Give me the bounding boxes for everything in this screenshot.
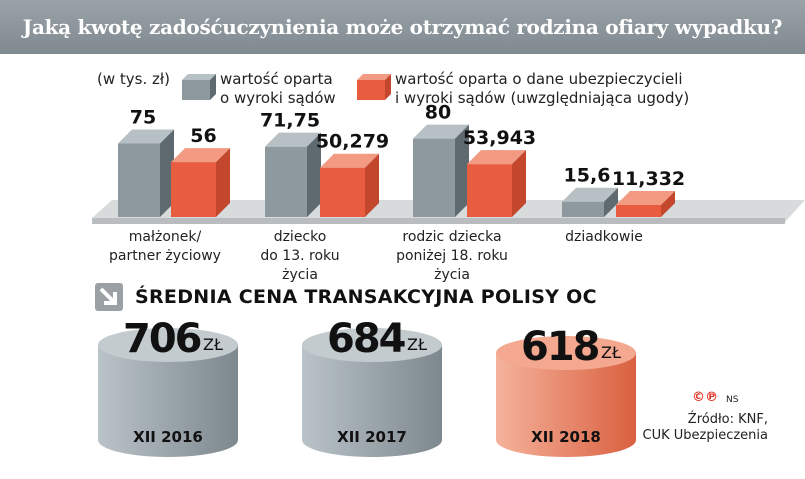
bar-value-label: 71,75 (260, 110, 320, 132)
cylinder-year-label: XII 2018 (531, 428, 601, 446)
source-line-2: CUK Ubezpieczenia (642, 428, 769, 443)
legend-label-orange: wartość oparta o dane ubezpieczycieli i … (395, 70, 690, 107)
copyright-icon: ©℗ (692, 390, 718, 405)
category-label: dziecko do 13. roku życia (260, 229, 340, 283)
bar-orange-0 (171, 148, 230, 217)
bar-orange-3 (616, 191, 675, 217)
bar-value-label: 11,332 (612, 168, 685, 190)
section-title: ŚREDNIA CENA TRANSAKCYJNA POLISY OC (135, 286, 597, 308)
cylinder-year-label: XII 2016 (133, 428, 203, 446)
bar-value-label: 50,279 (316, 131, 389, 153)
bar-orange-1 (320, 153, 379, 217)
bar-value-label: 53,943 (463, 127, 536, 149)
bar-grey-2 (413, 124, 469, 217)
bar-grey-1 (265, 132, 321, 217)
unit-label: (w tys. zł) (97, 70, 170, 88)
bar-grey-3 (562, 187, 618, 217)
cylinder-2 (496, 336, 636, 457)
source-line-1: Źródło: KNF, (687, 412, 768, 427)
legend-label-grey: wartość oparta o wyroki sądów (220, 70, 336, 107)
cylinder-value: 618 (521, 324, 600, 370)
bar-grey-0 (118, 129, 174, 217)
bar-orange-2 (467, 150, 526, 217)
bar-value-label: 80 (425, 102, 451, 124)
bar-value-label: 75 (130, 107, 156, 129)
arrow-down-right-icon (95, 283, 123, 311)
chart-title: Jaką kwotę zadośćuczynienia może otrzyma… (0, 0, 805, 54)
author-initials: NS (726, 395, 739, 405)
cylinder-value: 706 (123, 316, 202, 362)
category-label: rodzic dziecka poniżej 18. roku życia (396, 229, 508, 283)
cylinder-unit: ZŁ (407, 335, 427, 354)
legend-swatch-grey (182, 74, 216, 100)
cylinder-1 (302, 328, 442, 457)
cylinder-year-label: XII 2017 (337, 428, 407, 446)
category-label: dziadkowie (565, 229, 643, 245)
cylinder-value: 684 (327, 316, 406, 362)
category-label: małżonek/ partner życiowy (109, 229, 221, 264)
legend-swatch-orange (357, 74, 391, 100)
cylinder-0 (98, 328, 238, 457)
bar-value-label: 56 (190, 125, 216, 147)
cylinder-unit: ZŁ (601, 343, 621, 362)
cylinder-unit: ZŁ (203, 335, 223, 354)
bar-value-label: 15,6 (564, 165, 611, 187)
